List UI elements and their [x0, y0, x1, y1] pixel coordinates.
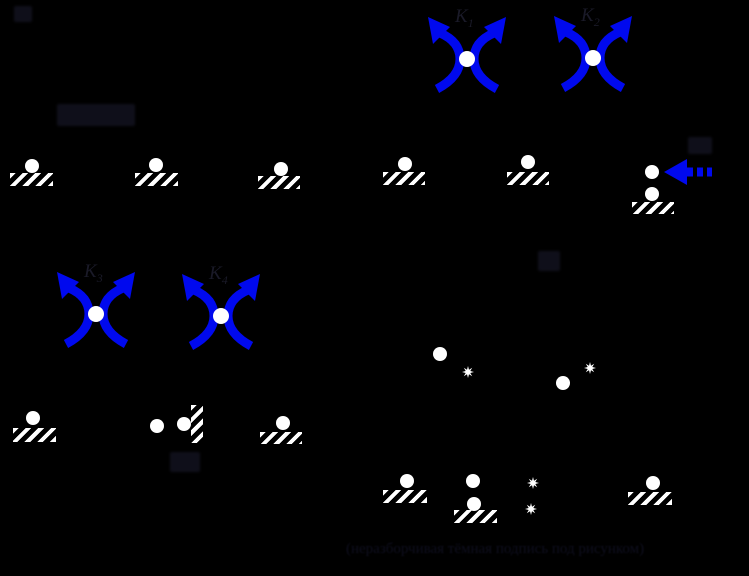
faint-label-corner-label	[14, 6, 32, 22]
hatch-support	[454, 510, 497, 523]
joint-circle	[276, 416, 290, 430]
hatch-support	[10, 173, 53, 186]
joint-circle	[645, 165, 659, 179]
faint-label-wall-bottom-label	[170, 452, 200, 472]
rotation-label-text: K	[581, 5, 594, 26]
rotation-label-sub: 4	[221, 272, 228, 287]
star-joint	[462, 366, 474, 378]
rotation-label: K2	[581, 6, 600, 28]
rotation-label: K4	[209, 264, 228, 286]
faint-label-arrow-label	[688, 137, 712, 154]
hatch-support	[258, 176, 300, 189]
rotation-label: K3	[84, 262, 103, 284]
rotation-label-text: K	[455, 6, 468, 27]
joint-circle	[213, 308, 229, 324]
force-arrow	[664, 159, 712, 185]
joint-circle	[521, 155, 535, 169]
rotation-label-sub: 1	[467, 15, 474, 30]
joint-circle	[25, 159, 39, 173]
rotation-label-sub: 2	[593, 14, 600, 29]
rotation-arrows	[554, 16, 632, 92]
joint-circle	[88, 306, 104, 322]
joint-circle	[433, 347, 447, 361]
joint-circle	[149, 158, 163, 172]
hatch-support	[135, 173, 178, 186]
star-joint	[527, 477, 539, 489]
joint-circle	[645, 187, 659, 201]
hatch-support	[191, 405, 203, 443]
rotation-arrows	[182, 274, 260, 350]
hatch-support	[632, 202, 674, 214]
rotation-label-text: K	[84, 261, 97, 282]
joint-circle	[150, 419, 164, 433]
hatch-support	[507, 172, 549, 185]
joint-circle	[177, 417, 191, 431]
rotation-label-text: K	[209, 263, 222, 284]
rotation-label: K1	[455, 7, 474, 29]
hatch-support	[383, 490, 427, 503]
joint-circle	[274, 162, 288, 176]
figure-caption: (неразборчивая тёмная подпись под рисунк…	[346, 541, 645, 557]
rotation-arrows	[57, 272, 135, 348]
joint-circle	[400, 474, 414, 488]
joint-circle	[467, 497, 481, 511]
joint-circle	[466, 474, 480, 488]
joint-circle	[646, 476, 660, 490]
faint-label-o-glyph	[538, 251, 560, 271]
joint-circle	[459, 51, 475, 67]
joint-circle	[26, 411, 40, 425]
rotation-arrows	[428, 17, 506, 93]
hatch-support	[383, 172, 425, 185]
faint-label-formula-line	[57, 104, 135, 126]
star-joint	[584, 362, 596, 374]
joint-circle	[398, 157, 412, 171]
hatch-support	[628, 492, 672, 505]
hatch-support	[13, 428, 56, 442]
rotation-label-sub: 3	[96, 270, 103, 285]
joint-circle	[585, 50, 601, 66]
hatch-support	[260, 432, 302, 444]
star-joint	[525, 503, 537, 515]
joint-circle	[556, 376, 570, 390]
